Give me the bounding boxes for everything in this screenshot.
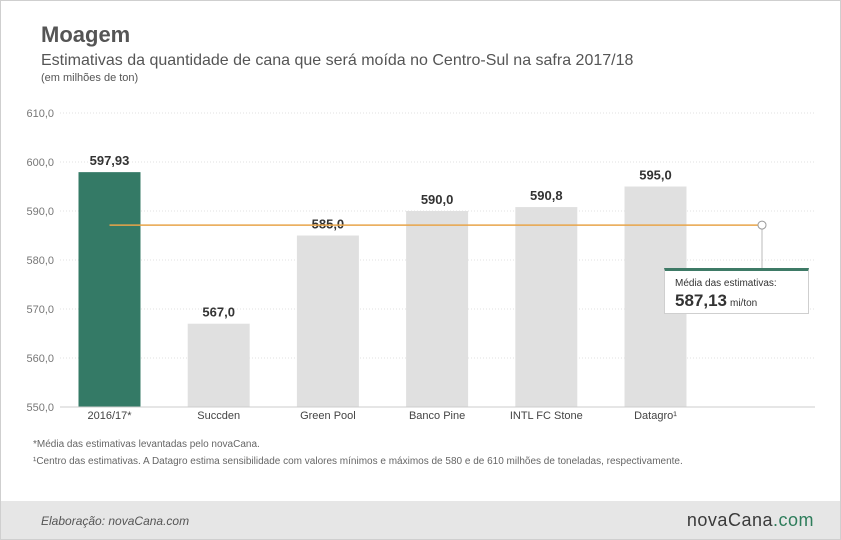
- data-label: 585,0: [312, 217, 345, 232]
- footnotes: *Média das estimativas levantadas pelo n…: [33, 436, 683, 470]
- y-tick-label: 560,0: [26, 353, 54, 365]
- bar: [515, 207, 578, 407]
- brand-logo: novaCana.com: [687, 510, 814, 531]
- chart-unit: (em milhões de ton): [41, 72, 139, 84]
- average-label: Média das estimativas:: [675, 278, 777, 289]
- data-label: 590,0: [421, 192, 454, 207]
- x-tick-label: Banco Pine: [409, 410, 465, 422]
- bar: [187, 323, 250, 407]
- x-tick-label: Succden: [197, 410, 240, 422]
- bar: [296, 235, 359, 407]
- data-label: 567,0: [202, 305, 235, 320]
- footnote-1: *Média das estimativas levantadas pelo n…: [33, 439, 260, 450]
- x-tick-label: INTL FC Stone: [510, 410, 583, 422]
- average-number: 587,13: [675, 291, 727, 310]
- brand-suffix: .com: [772, 510, 814, 530]
- y-tick-label: 590,0: [26, 206, 54, 218]
- y-tick-label: 570,0: [26, 304, 54, 316]
- average-unit: mi/ton: [730, 298, 758, 309]
- x-tick-label: Green Pool: [300, 410, 356, 422]
- y-tick-label: 600,0: [26, 157, 54, 169]
- chart-title: Moagem: [41, 22, 131, 47]
- footnote-2: ¹Centro das estimativas. A Datagro estim…: [33, 456, 683, 467]
- average-marker: [757, 220, 767, 230]
- credit-text: Elaboração: novaCana.com: [41, 514, 190, 528]
- bar-chart: 550,0 560,0 570,0 580,0 590,0 600,0 610,0 597,9…: [26, 108, 815, 422]
- x-tick-label: 2016/17*: [87, 410, 132, 422]
- average-callout: Média das estimativas: 587,13 mi/ton: [664, 268, 809, 314]
- brand-main: novaCana: [686, 510, 773, 530]
- data-label: 590,8: [530, 188, 563, 203]
- y-tick-label: 550,0: [26, 402, 54, 414]
- bar: [406, 211, 469, 407]
- footer-bar: Elaboração: novaCana.com novaCana.com: [1, 501, 840, 539]
- data-label: 597,93: [90, 153, 130, 168]
- chart-subtitle: Estimativas da quantidade de cana que se…: [41, 52, 634, 69]
- y-tick-label: 610,0: [26, 108, 54, 120]
- data-label: 595,0: [639, 168, 672, 183]
- x-tick-label: Datagro¹: [634, 410, 677, 422]
- y-tick-label: 580,0: [26, 255, 54, 267]
- bar: [78, 172, 141, 407]
- average-value: 587,13 mi/ton: [675, 291, 757, 311]
